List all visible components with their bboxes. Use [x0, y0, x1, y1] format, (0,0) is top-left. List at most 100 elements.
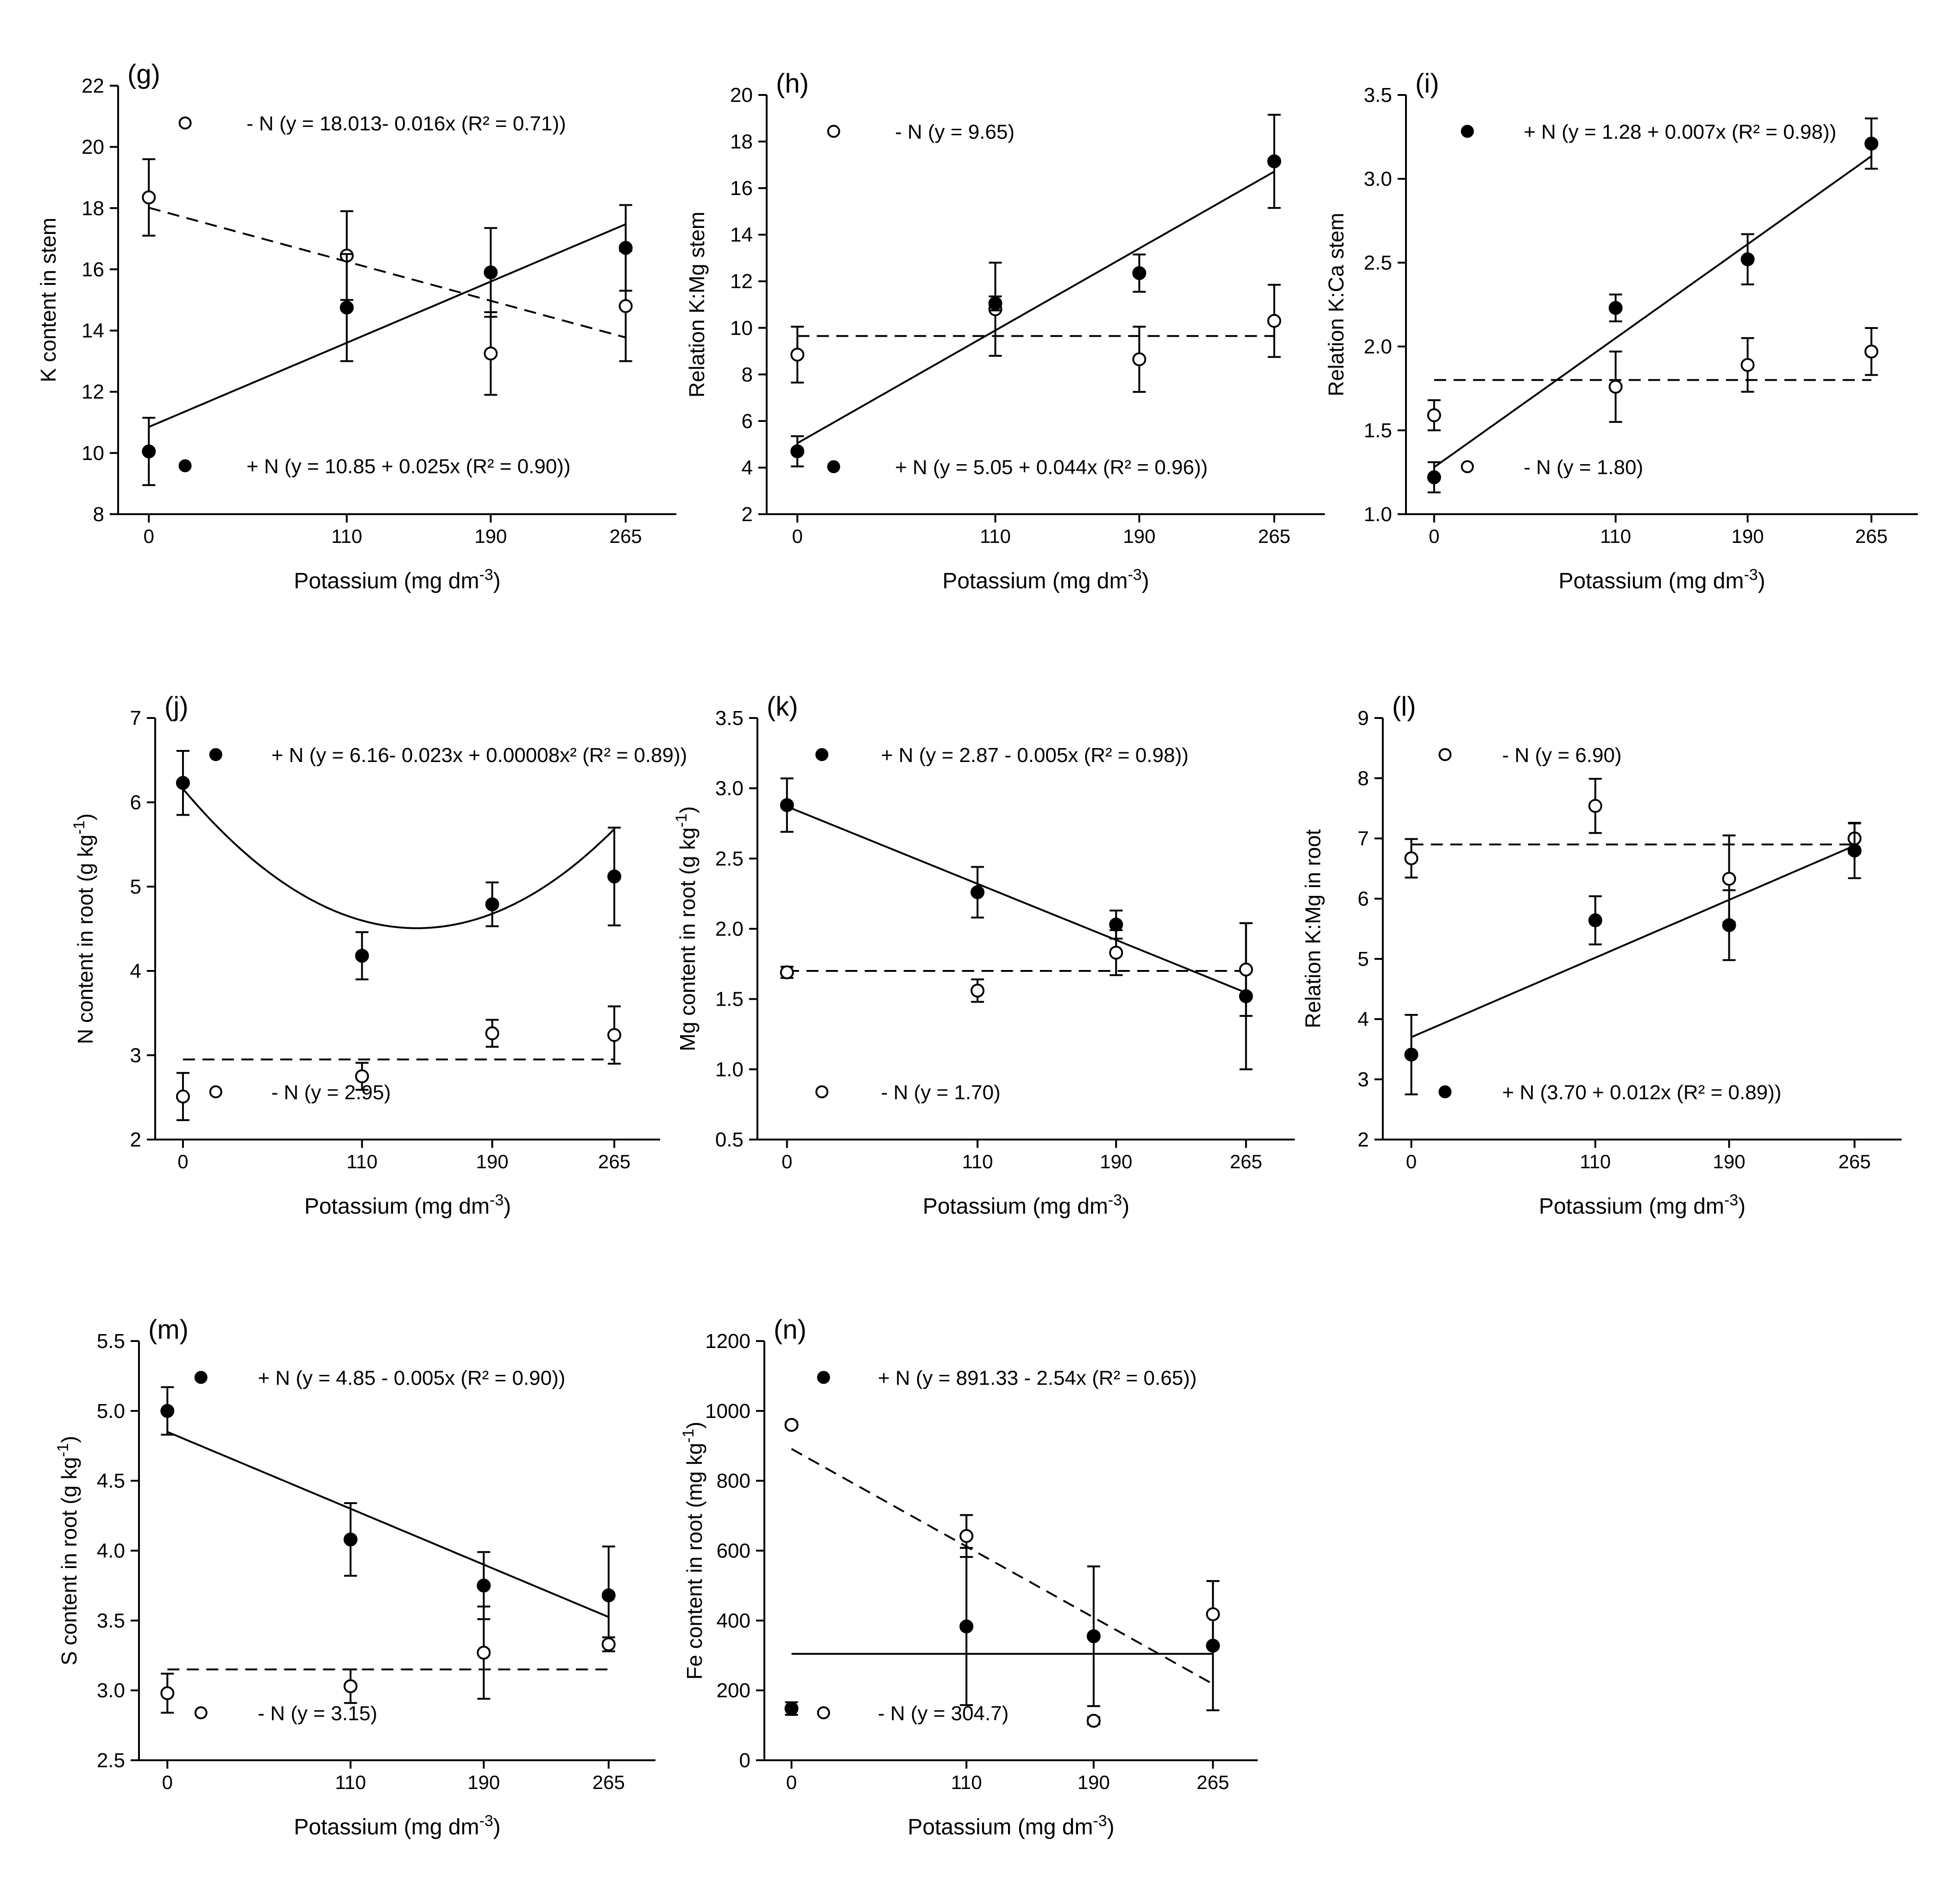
- y-tick-label: 20: [82, 136, 104, 158]
- data-point: [971, 983, 985, 998]
- y-tick-label: 5: [130, 876, 141, 898]
- y-axis-title: S content in root (g kg-1): [54, 1436, 81, 1666]
- y-tick-label: 2.5: [1364, 252, 1392, 274]
- y-axis-title: Relation K:Mg in root: [1301, 829, 1325, 1028]
- x-tick-label: 0: [1429, 525, 1439, 547]
- data-point: [1722, 918, 1736, 932]
- x-tick-label: 265: [1838, 1151, 1871, 1172]
- data-point: [343, 1532, 358, 1547]
- x-tick-label: 110: [331, 525, 362, 547]
- y-tick-label: 3.0: [97, 1679, 125, 1702]
- fit-line: [787, 806, 1247, 994]
- data-point: [485, 1026, 499, 1040]
- y-tick-label: 3: [130, 1044, 141, 1067]
- data-point: [355, 1069, 369, 1083]
- x-tick-label: 190: [1713, 1151, 1746, 1172]
- legend-marker: [827, 460, 840, 473]
- fit-line: [1433, 155, 1872, 468]
- data-point: [988, 296, 1002, 310]
- data-point: [780, 965, 794, 980]
- fit-line: [167, 1431, 609, 1618]
- x-tick-label: 0: [792, 525, 803, 547]
- panel-label: (l): [1392, 692, 1416, 722]
- legend-marker: [1461, 460, 1474, 473]
- legend-label: + N (y = 1.28 + 0.007x (R² = 0.98)): [1524, 121, 1836, 144]
- panel-label: (g): [127, 59, 160, 89]
- data-point: [176, 1090, 190, 1104]
- legend-label: - N (y = 1.80): [1524, 456, 1643, 479]
- y-axis-title: N content in root (g kg-1): [70, 813, 97, 1044]
- panel-i: 1.0 1.5 2.0 2.5 3.0 3.5 0 110 190 265 (i) Potassium…: [1324, 69, 1918, 593]
- x-tick-label: 0: [177, 1151, 188, 1172]
- y-tick-label: 2: [1358, 1128, 1369, 1151]
- fit-line: [148, 207, 626, 339]
- x-axis-title: Potassium (mg dm-3): [942, 566, 1149, 593]
- data-point: [790, 444, 805, 459]
- data-point: [959, 1529, 974, 1543]
- y-tick-label: 800: [717, 1470, 750, 1493]
- y-tick-label: 6: [742, 410, 753, 433]
- data-point: [607, 1028, 622, 1042]
- y-tick-label: 18: [730, 131, 753, 153]
- legend-marker: [1461, 125, 1474, 138]
- y-tick-label: 3.5: [715, 707, 744, 730]
- y-tick-label: 6: [130, 791, 141, 814]
- y-tick-label: 18: [82, 197, 104, 220]
- legend-label: - N (y = 3.15): [258, 1702, 377, 1725]
- data-point: [484, 265, 498, 280]
- series-minus-n: - N (y = 18.013- 0.016x (R² = 0.71)): [142, 113, 633, 396]
- data-point: [1086, 1713, 1101, 1728]
- x-tick-label: 110: [1580, 1151, 1611, 1172]
- y-tick-label: 16: [730, 177, 753, 200]
- data-point: [477, 1645, 491, 1660]
- data-point: [607, 869, 622, 884]
- legend-label: - N (y = 18.013- 0.016x (R² = 0.71)): [246, 113, 566, 135]
- data-point: [790, 347, 805, 362]
- y-axis-title: Relation K:Mg stem: [685, 212, 709, 397]
- panel-label: (j): [164, 692, 189, 722]
- data-point: [1588, 913, 1602, 927]
- x-tick-label: 110: [335, 1771, 366, 1793]
- series-plus-n: + N (y = 891.33 - 2.54x (R² = 0.65)): [784, 1367, 1220, 1716]
- y-tick-label: 1.0: [715, 1058, 744, 1081]
- x-tick-label: 110: [1600, 525, 1631, 547]
- data-point: [1404, 851, 1418, 865]
- y-tick-label: 8: [93, 503, 104, 526]
- legend-label: - N (y = 1.70): [881, 1081, 1001, 1104]
- series-plus-n: + N (3.70 + 0.012x (R² = 0.89)): [1404, 822, 1862, 1104]
- y-tick-label: 2.0: [715, 918, 744, 940]
- y-tick-label: 16: [82, 258, 104, 281]
- series-minus-n: - N (y = 1.80): [1427, 327, 1878, 479]
- series-plus-n: + N (y = 4.85 - 0.005x (R² = 0.90)): [160, 1367, 616, 1645]
- y-tick-label: 2.0: [1364, 335, 1392, 358]
- legend-label: + N (y = 891.33 - 2.54x (R² = 0.65)): [878, 1367, 1197, 1390]
- legend-marker: [815, 1085, 829, 1098]
- y-tick-label: 3.0: [715, 777, 744, 800]
- x-tick-label: 0: [786, 1771, 797, 1793]
- data-point: [355, 949, 369, 963]
- y-axis-title: K content in stem: [36, 218, 60, 382]
- data-point: [601, 1637, 616, 1651]
- data-point: [176, 776, 190, 790]
- data-point: [1864, 344, 1878, 359]
- series-plus-n: + N (y = 1.28 + 0.007x (R² = 0.98)): [1427, 117, 1878, 493]
- y-tick-label: 5: [1358, 948, 1369, 970]
- y-tick-label: 5.0: [97, 1400, 125, 1423]
- y-tick-label: 1.0: [1364, 503, 1392, 526]
- x-tick-label: 190: [467, 1771, 500, 1793]
- x-tick-label: 265: [598, 1151, 630, 1172]
- legend-label: - N (y = 9.65): [895, 121, 1015, 144]
- y-tick-label: 8: [742, 363, 753, 386]
- y-tick-label: 2.5: [715, 847, 744, 870]
- x-tick-label: 0: [1406, 1151, 1417, 1172]
- panel-g: 8 10 12 14 16 18 20 22 0 110 190 265 (g) Potassium (m…: [36, 59, 676, 593]
- y-tick-label: 9: [1358, 707, 1369, 730]
- data-point: [971, 885, 985, 900]
- series-minus-n: - N (y = 2.95): [176, 1005, 622, 1121]
- fit-line: [182, 788, 615, 929]
- panel-label: (i): [1415, 69, 1439, 99]
- y-tick-label: 10: [730, 317, 753, 340]
- y-tick-label: 22: [82, 75, 104, 97]
- y-tick-label: 3.5: [1364, 84, 1392, 107]
